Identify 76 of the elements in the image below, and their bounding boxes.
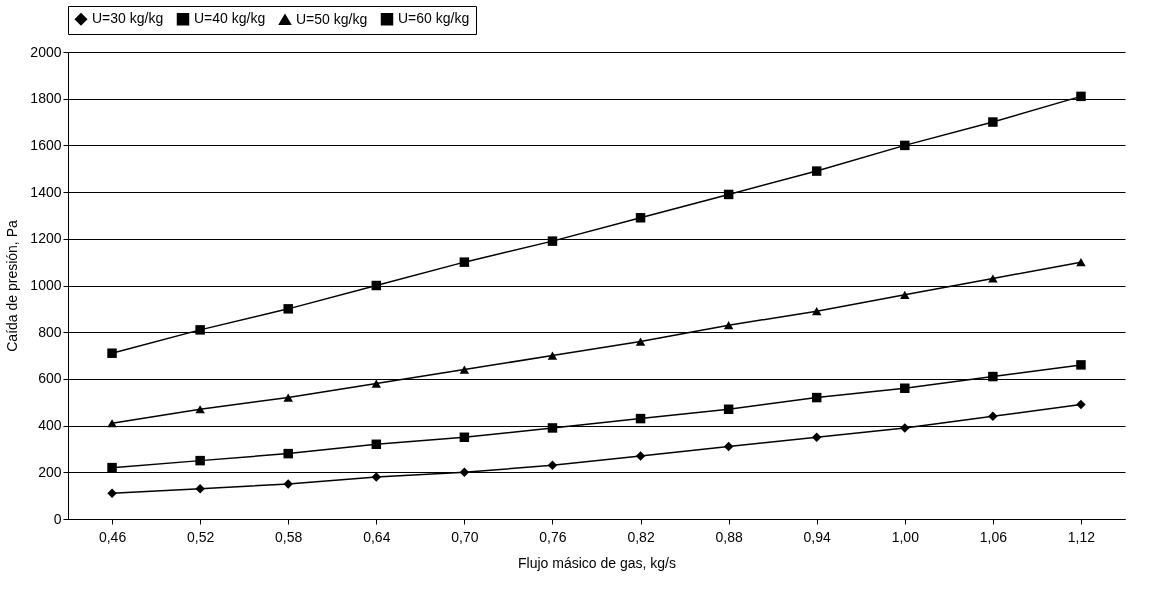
point — [988, 411, 998, 421]
y-tick-label: 0 — [53, 510, 62, 527]
point — [547, 423, 558, 433]
x-tick-label: 0,58 — [275, 528, 303, 545]
point — [195, 455, 205, 466]
point — [811, 392, 822, 403]
y-tick-label: 1200 — [30, 230, 62, 247]
y-tick-label: 600 — [38, 370, 62, 387]
point — [988, 371, 998, 382]
point — [283, 393, 293, 402]
point — [459, 365, 470, 374]
x-tick-label: 0,94 — [803, 528, 832, 545]
legend-label: U=40 kg/kg — [194, 10, 266, 27]
point — [723, 441, 734, 452]
point — [811, 166, 822, 176]
point — [547, 460, 558, 471]
point — [900, 140, 910, 151]
point — [811, 432, 822, 443]
point — [195, 325, 205, 335]
y-tick-label: 1600 — [30, 136, 62, 153]
legend-label: U=50 kg/kg — [296, 10, 368, 27]
point — [900, 290, 910, 299]
point — [195, 405, 205, 414]
point — [1076, 399, 1086, 410]
legend-label: U=30 kg/kg — [92, 10, 164, 27]
x-tick-label: 0,70 — [451, 528, 479, 545]
point — [459, 432, 470, 443]
x-tick-label: 1,00 — [891, 528, 920, 545]
y-tick-label: 1800 — [30, 90, 62, 107]
point — [635, 413, 646, 424]
point — [371, 439, 382, 450]
y-tick-label: 2000 — [30, 43, 62, 60]
point — [371, 379, 382, 388]
point — [900, 423, 910, 433]
x-tick-label: 0,46 — [98, 528, 127, 545]
x-tick-label: 0,82 — [627, 528, 655, 545]
x-tick-label: 1,06 — [979, 528, 1008, 545]
point — [371, 280, 382, 291]
point — [1076, 91, 1086, 102]
point — [107, 348, 117, 358]
point — [107, 462, 117, 473]
point — [547, 351, 558, 360]
y-axis-title: Caída de presión, Pa — [4, 220, 21, 352]
x-tick-label: 0,64 — [363, 528, 391, 545]
point — [635, 213, 646, 223]
point — [547, 236, 558, 246]
legend-label: U=60 kg/kg — [398, 10, 470, 27]
point — [107, 488, 117, 499]
point — [723, 189, 734, 200]
point — [371, 472, 382, 482]
point — [988, 274, 998, 283]
x-axis-title: Flujo másico de gas, kg/s — [518, 554, 676, 571]
y-tick-label: 1400 — [30, 183, 62, 200]
y-tick-label: 400 — [38, 417, 62, 434]
point — [459, 257, 470, 267]
point — [459, 467, 470, 478]
point — [900, 383, 910, 393]
y-tick-label: 200 — [38, 463, 62, 480]
y-tick-label: 1000 — [30, 277, 62, 293]
y-tick-label: 800 — [38, 323, 62, 340]
point — [283, 304, 293, 314]
point — [1076, 258, 1086, 267]
point — [723, 321, 734, 330]
x-tick-label: 0,52 — [187, 528, 215, 545]
x-tick-label: 0,88 — [715, 528, 743, 545]
point — [283, 448, 293, 459]
point — [195, 483, 205, 494]
point — [723, 404, 734, 414]
point — [1076, 360, 1086, 370]
point — [107, 419, 117, 428]
x-tick-label: 0,76 — [539, 528, 567, 545]
point — [811, 307, 822, 316]
point — [635, 451, 646, 461]
point — [988, 117, 998, 127]
point — [635, 337, 646, 346]
x-tick-label: 1,12 — [1067, 528, 1096, 545]
